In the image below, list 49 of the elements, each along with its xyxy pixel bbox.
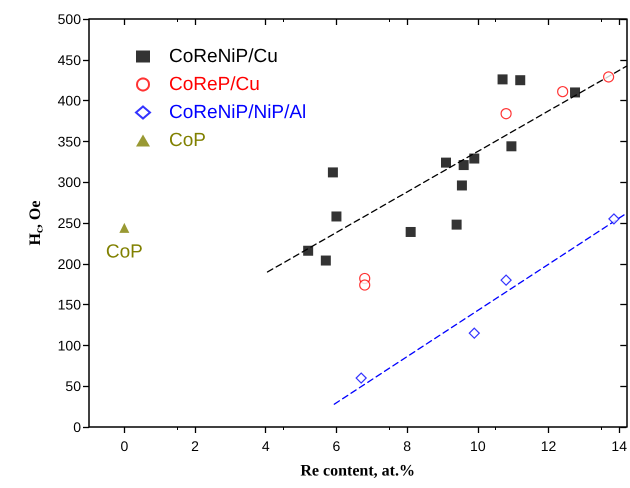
y-tick-label: 0 bbox=[73, 419, 82, 435]
point bbox=[557, 86, 568, 98]
x-tick-label: 0 bbox=[120, 438, 128, 454]
y-tick-label: 400 bbox=[58, 92, 82, 109]
point bbox=[498, 74, 508, 84]
point bbox=[469, 154, 480, 164]
y-tick-label: 450 bbox=[58, 52, 82, 68]
point bbox=[458, 160, 469, 170]
y-axis-title: Hc, Oe bbox=[27, 200, 46, 246]
point bbox=[468, 328, 480, 339]
y-tick-label: 200 bbox=[58, 256, 82, 272]
point bbox=[119, 222, 130, 233]
point bbox=[515, 75, 526, 86]
x-tick-label: 12 bbox=[540, 438, 557, 454]
point bbox=[328, 167, 338, 178]
legend-label: CoReNiP/NiP/Al bbox=[169, 102, 306, 123]
point bbox=[570, 87, 580, 98]
point bbox=[452, 220, 462, 230]
point bbox=[506, 141, 516, 152]
y-tick-label: 300 bbox=[58, 174, 82, 190]
point bbox=[359, 279, 370, 291]
point bbox=[608, 213, 620, 225]
point bbox=[456, 180, 467, 190]
legend-label: CoReP/Cu bbox=[169, 74, 260, 95]
y-tick-label: 100 bbox=[58, 337, 82, 354]
y-tick-label: 150 bbox=[58, 296, 82, 313]
point bbox=[603, 71, 614, 83]
x-tick-label: 2 bbox=[191, 438, 200, 454]
x-tick-label: 10 bbox=[470, 438, 486, 454]
x-axis-title: Re content, at.% bbox=[300, 462, 415, 480]
legend-label: CoReNiP/Cu bbox=[169, 46, 278, 67]
x-tick-label: 4 bbox=[262, 438, 270, 454]
annotation: CoP bbox=[106, 241, 143, 262]
x-tick-label: 8 bbox=[403, 438, 412, 454]
x-tick-label: 14 bbox=[611, 438, 628, 454]
y-tick-label: 500 bbox=[58, 11, 82, 27]
point bbox=[500, 274, 512, 286]
x-tick-label: 6 bbox=[332, 438, 341, 454]
y-tick-label: 350 bbox=[58, 133, 82, 150]
point bbox=[303, 246, 314, 256]
point bbox=[406, 226, 416, 237]
point bbox=[441, 158, 452, 168]
point bbox=[331, 211, 342, 222]
point bbox=[500, 108, 512, 120]
point bbox=[356, 372, 367, 384]
y-tick-label: 250 bbox=[58, 215, 82, 231]
legend-label: CoP bbox=[169, 130, 206, 151]
y-tick-label: 50 bbox=[65, 378, 82, 394]
point bbox=[320, 256, 331, 266]
